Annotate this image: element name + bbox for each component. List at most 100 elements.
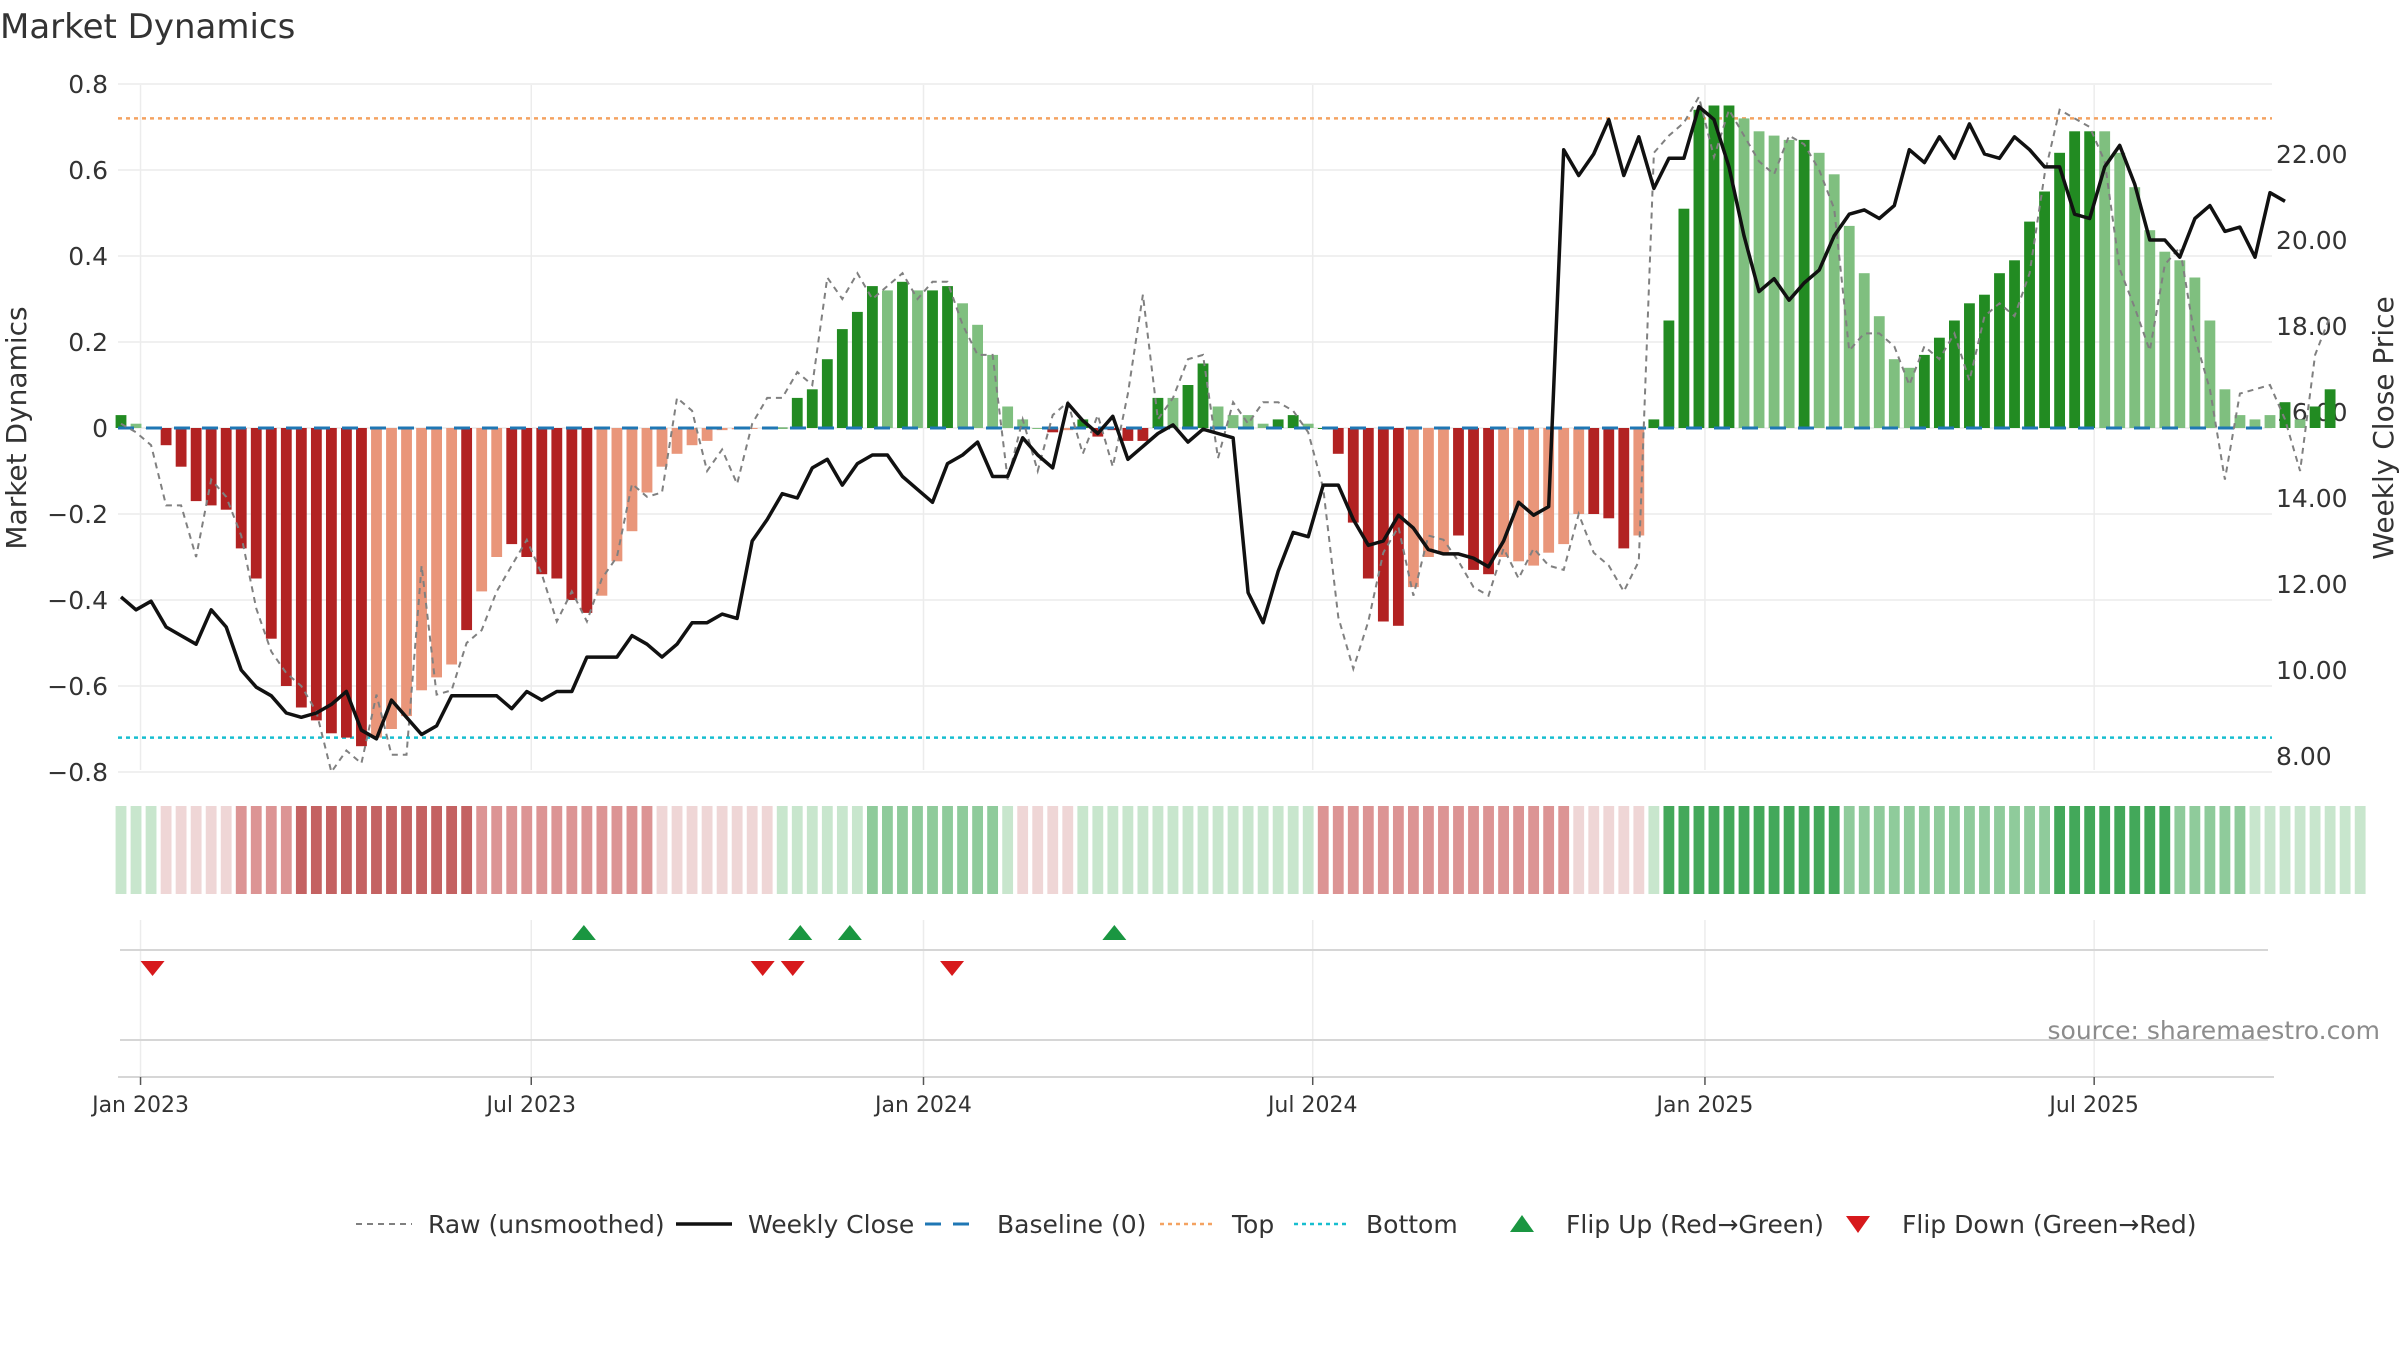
dynamics-bar xyxy=(461,428,473,631)
band-cell xyxy=(476,806,488,894)
band-cell xyxy=(491,806,503,894)
dynamics-bar xyxy=(190,428,202,502)
band-cell xyxy=(536,806,548,894)
band-cell xyxy=(942,806,953,894)
band-cell xyxy=(1077,806,1089,894)
band-cell xyxy=(265,806,277,894)
dynamics-bar xyxy=(1453,428,1464,536)
legend-flip-down-swatch xyxy=(1846,1216,1870,1233)
x-tick-label: Jan 2025 xyxy=(1654,1093,1753,1118)
dynamics-bar xyxy=(1287,415,1299,428)
band-cell xyxy=(2144,806,2156,894)
dynamics-bar xyxy=(1423,428,1434,557)
band-cell xyxy=(506,806,518,894)
band-cell xyxy=(2129,806,2141,894)
band-cell xyxy=(1738,806,1750,894)
legend-label: Raw (unsmoothed) xyxy=(428,1210,665,1239)
source-watermark: source: sharemaestro.com xyxy=(2048,1016,2381,1045)
band-cell xyxy=(2054,806,2066,894)
band-cell xyxy=(2084,806,2096,894)
dynamics-bar xyxy=(942,286,953,428)
dynamics-bar xyxy=(806,389,818,428)
band-cell xyxy=(1979,806,1990,894)
y-tick-label-right: 18.00 xyxy=(2276,312,2348,341)
dynamics-bar xyxy=(656,428,668,467)
band-cell xyxy=(416,806,427,894)
dynamics-bar xyxy=(1738,118,1750,429)
weekly-close-series xyxy=(119,104,2286,741)
y-tick-label-left: 0 xyxy=(92,414,108,443)
regime-band xyxy=(115,806,2366,894)
dynamics-bar xyxy=(476,428,488,592)
band-cell xyxy=(851,806,863,894)
left-y-ticks: 0.8 0.6 0.4 0.2 0 −0.2 −0.4 −0.6 −0.8 xyxy=(47,70,108,787)
dynamics-bar xyxy=(1858,273,1870,428)
dynamics-bar xyxy=(2039,191,2050,428)
dynamics-bar xyxy=(2189,277,2201,428)
band-cell xyxy=(280,806,292,894)
dynamics-bar xyxy=(927,290,938,428)
dynamics-bar xyxy=(1828,174,1840,428)
dynamics-bar xyxy=(1648,419,1660,428)
band-cell xyxy=(1002,806,1014,894)
band-cell xyxy=(2204,806,2216,894)
dynamics-bar xyxy=(1227,415,1239,428)
dynamics-bar xyxy=(2159,251,2171,428)
band-cell xyxy=(295,806,307,894)
dynamics-bar xyxy=(882,290,893,428)
band-cell xyxy=(160,806,172,894)
band-cell xyxy=(1047,806,1059,894)
dynamics-bar xyxy=(371,428,382,738)
dynamics-bar xyxy=(2099,131,2111,429)
dynamics-bar xyxy=(1994,273,2005,428)
dynamics-bars xyxy=(115,105,2336,747)
dynamics-bar xyxy=(551,428,563,579)
dynamics-bar xyxy=(2249,419,2261,428)
band-cell xyxy=(401,806,412,894)
flip-down-marker xyxy=(780,961,805,976)
band-cell xyxy=(2294,806,2306,894)
dynamics-bar xyxy=(1588,428,1600,514)
dynamics-bar xyxy=(1708,105,1720,428)
dynamics-bar xyxy=(1483,428,1494,575)
dynamics-bar xyxy=(836,329,848,428)
flip-down-marker xyxy=(140,961,165,976)
dynamics-bar xyxy=(1137,428,1149,441)
dynamics-bar xyxy=(2309,406,2321,428)
dynamics-bar xyxy=(1753,131,1765,429)
dynamics-bar xyxy=(1979,294,1990,428)
dynamics-bar xyxy=(2174,260,2186,428)
dynamics-bar xyxy=(401,428,412,717)
dynamics-bar xyxy=(130,423,142,428)
band-cell xyxy=(1377,806,1389,894)
band-cell xyxy=(1257,806,1269,894)
band-cell xyxy=(1302,806,1314,894)
dynamics-bar xyxy=(897,281,908,428)
band-cell xyxy=(566,806,578,894)
band-cell xyxy=(746,806,758,894)
band-cell xyxy=(1633,806,1645,894)
band-cell xyxy=(1693,806,1705,894)
dynamics-bar xyxy=(280,428,292,686)
dynamics-bar xyxy=(295,428,307,708)
y-tick-label-right: 14.00 xyxy=(2276,484,2348,513)
band-cell xyxy=(1994,806,2005,894)
dynamics-bar xyxy=(431,428,442,678)
band-cell xyxy=(2339,806,2351,894)
y-tick-label-left: 0.4 xyxy=(68,242,108,271)
dynamics-bar xyxy=(641,428,653,493)
dynamics-bar xyxy=(1693,109,1705,429)
flip-up-marker xyxy=(1102,925,1127,940)
band-cell xyxy=(626,806,638,894)
dynamics-bar xyxy=(1618,428,1630,549)
band-cell xyxy=(371,806,382,894)
band-cell xyxy=(2069,806,2081,894)
band-cell xyxy=(1468,806,1479,894)
dynamics-bar xyxy=(2204,320,2216,428)
dynamics-bar xyxy=(1663,320,1675,428)
dynamics-bar xyxy=(1032,428,1044,429)
dynamics-bar xyxy=(1768,135,1780,428)
band-cell xyxy=(957,806,968,894)
band-cell xyxy=(325,806,337,894)
legend-label: Top xyxy=(1231,1210,1274,1239)
